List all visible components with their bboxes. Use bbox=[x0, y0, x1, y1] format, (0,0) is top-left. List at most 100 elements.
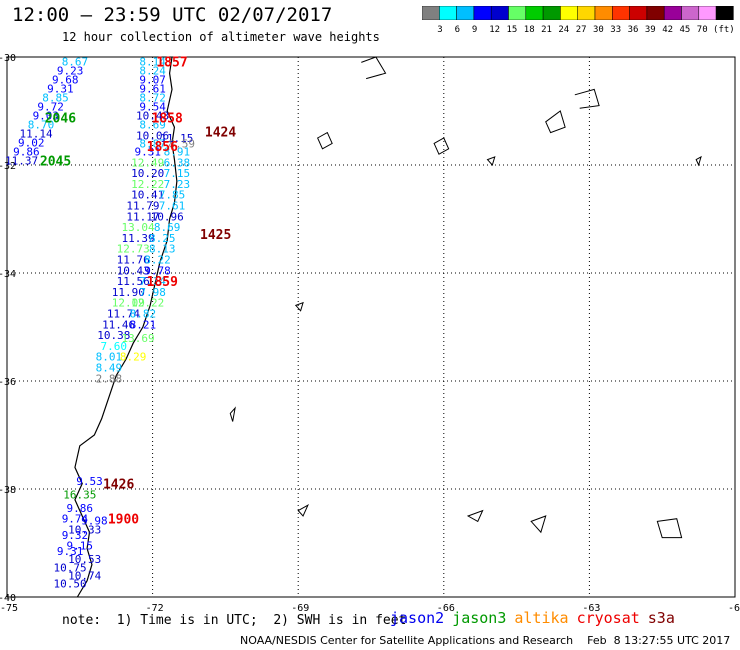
map-title: 12:00 – 23:59 UTC 02/07/2017 bbox=[12, 4, 333, 26]
wave-height-label: 9.53 bbox=[76, 475, 103, 488]
wave-height-label: 9.68 bbox=[52, 74, 79, 87]
wave-height-label: 9.23 bbox=[57, 65, 84, 78]
inland-coast-fragment bbox=[361, 56, 387, 80]
wave-height-label: 12.22 bbox=[131, 178, 164, 191]
pass-time-labels: 1857 1858 1856 1859 1900 1424 1425 1426 2046 2045 bbox=[40, 55, 236, 527]
wave-height-label: 10.33 bbox=[68, 524, 101, 537]
credit-line: NOAA/NESDIS Center for Satellite Applica… bbox=[240, 634, 731, 647]
wave-height-label: 8.22 bbox=[144, 254, 171, 267]
coastline-island bbox=[466, 509, 484, 523]
scale-label: 18 bbox=[524, 25, 535, 35]
lat-tick-label: -40 bbox=[0, 593, 16, 604]
coastline bbox=[74, 56, 702, 598]
wave-height-label: 7.23 bbox=[164, 178, 191, 191]
lon-tick-label: -75 bbox=[0, 603, 18, 614]
wave-height-label: 10.20 bbox=[131, 167, 164, 180]
wave-height-label: 11.46 bbox=[102, 318, 135, 331]
scale-label: 36 bbox=[628, 25, 639, 35]
wave-height-label: 10.43 bbox=[117, 264, 150, 277]
satellite-legend: jason2 jason3 altika cryosat s3a bbox=[390, 609, 683, 627]
pass-time-label: 2045 bbox=[40, 155, 71, 170]
wave-height-label: 10.43 bbox=[136, 109, 169, 122]
coastline-island bbox=[297, 504, 309, 517]
wave-height-label: 7.60 bbox=[101, 340, 128, 353]
map-grid: -75 -72 -69 -66 -63 -60 -30 -32 -34 -36 -38 -40 bbox=[0, 53, 740, 614]
scale-label: 12 bbox=[489, 25, 500, 35]
wave-height-label: 8.91 bbox=[164, 146, 191, 159]
coastline-island bbox=[695, 155, 702, 167]
wave-height-label: 9.74 bbox=[62, 513, 89, 526]
wave-height-label: 11.76 bbox=[117, 254, 150, 267]
wave-height-label: 8.70 bbox=[28, 119, 55, 132]
lon-tick-label: -63 bbox=[582, 603, 600, 614]
wave-height-labels: 8.679.239.689.318.859.729.038.7011.149.0… bbox=[5, 55, 195, 590]
scale-label: 15 bbox=[507, 25, 518, 35]
pass-time-label: 1857 bbox=[156, 55, 187, 70]
wave-height-label: 16.35 bbox=[63, 488, 96, 501]
wave-height-label: 8.01 bbox=[96, 351, 123, 364]
scale-label: 6 bbox=[455, 25, 460, 35]
wave-height-label: 8.85 bbox=[42, 92, 69, 105]
wave-height-label: 2.88 bbox=[96, 372, 123, 385]
wave-height-label: 9.03 bbox=[33, 109, 60, 122]
wave-height-label: 11.15 bbox=[160, 132, 193, 145]
pass-time-label: 1424 bbox=[205, 126, 236, 141]
wave-height-label: 11.79 bbox=[126, 200, 159, 213]
wave-height-label: 9.86 bbox=[67, 502, 94, 515]
wave-height-label: 10.74 bbox=[68, 569, 101, 582]
satellite-legend-item: jason3 bbox=[452, 609, 507, 627]
wave-height-label: 8.29 bbox=[120, 351, 147, 364]
inland-coast-fragment bbox=[574, 88, 600, 109]
wave-height-label: 7.85 bbox=[159, 189, 186, 202]
scale-label: 45 bbox=[680, 25, 691, 35]
map-subtitle: 12 hour collection of altimeter wave hei… bbox=[62, 30, 380, 44]
color-scale-legend bbox=[422, 6, 734, 20]
scale-label: 24 bbox=[558, 25, 569, 35]
scale-label: 30 bbox=[593, 25, 604, 35]
pass-time-label: 1900 bbox=[108, 513, 139, 528]
pass-time-label: 1425 bbox=[200, 228, 231, 243]
coastline-island bbox=[530, 515, 547, 534]
wave-height-label: 12.22 bbox=[131, 297, 164, 310]
wave-height-label: 9.72 bbox=[37, 101, 64, 114]
wave-height-label: 8.67 bbox=[62, 55, 89, 68]
wave-height-label: 8.21 bbox=[130, 318, 157, 331]
coastline-island bbox=[545, 110, 566, 134]
wave-height-label: 10.96 bbox=[151, 210, 184, 223]
wave-height-label: 12.09 bbox=[112, 297, 145, 310]
wave-height-label: 6.38 bbox=[164, 156, 191, 169]
wave-height-label: 11.17 bbox=[126, 210, 159, 223]
lon-tick-label: -72 bbox=[146, 603, 164, 614]
wave-height-label: 11.14 bbox=[20, 128, 53, 141]
pass-time-label: 1858 bbox=[152, 111, 183, 126]
wave-height-label: 9.54 bbox=[139, 101, 166, 114]
wave-height-label: 7.15 bbox=[164, 167, 191, 180]
satellite-legend-item: cryosat bbox=[576, 609, 640, 627]
scale-label: 27 bbox=[576, 25, 587, 35]
wave-height-label: 10.38 bbox=[97, 329, 130, 342]
pass-time-label: 1859 bbox=[147, 275, 178, 290]
coastline-island bbox=[433, 137, 450, 155]
wave-height-label: 8.24 bbox=[139, 65, 166, 78]
wave-height-label: 11.90 bbox=[112, 286, 145, 299]
wave-height-label: 9.15 bbox=[67, 540, 94, 553]
lat-tick-label: -30 bbox=[0, 53, 16, 64]
scale-label: 33 bbox=[610, 25, 621, 35]
scale-label: 42 bbox=[662, 25, 673, 35]
wave-height-label: 13.69 bbox=[121, 332, 154, 345]
wave-height-label: 8.82 bbox=[130, 308, 157, 321]
wave-height-label: 9.31 bbox=[134, 146, 161, 159]
chile-coastline bbox=[74, 56, 178, 598]
wave-height-label: 8.14 bbox=[139, 55, 166, 68]
wave-height-label: 9.86 bbox=[13, 146, 40, 159]
wave-height-label: 12.73 bbox=[117, 243, 150, 256]
lon-tick-label: -60 bbox=[728, 603, 740, 614]
scale-swatch bbox=[715, 6, 734, 20]
coastline-island bbox=[316, 131, 333, 150]
satellite-legend-item: altika bbox=[514, 609, 569, 627]
wave-height-label: 7.14 bbox=[139, 275, 166, 288]
wave-height-label: 8.49 bbox=[96, 362, 123, 375]
wave-height-label: 8.69 bbox=[154, 221, 181, 234]
map-frame bbox=[6, 56, 736, 598]
